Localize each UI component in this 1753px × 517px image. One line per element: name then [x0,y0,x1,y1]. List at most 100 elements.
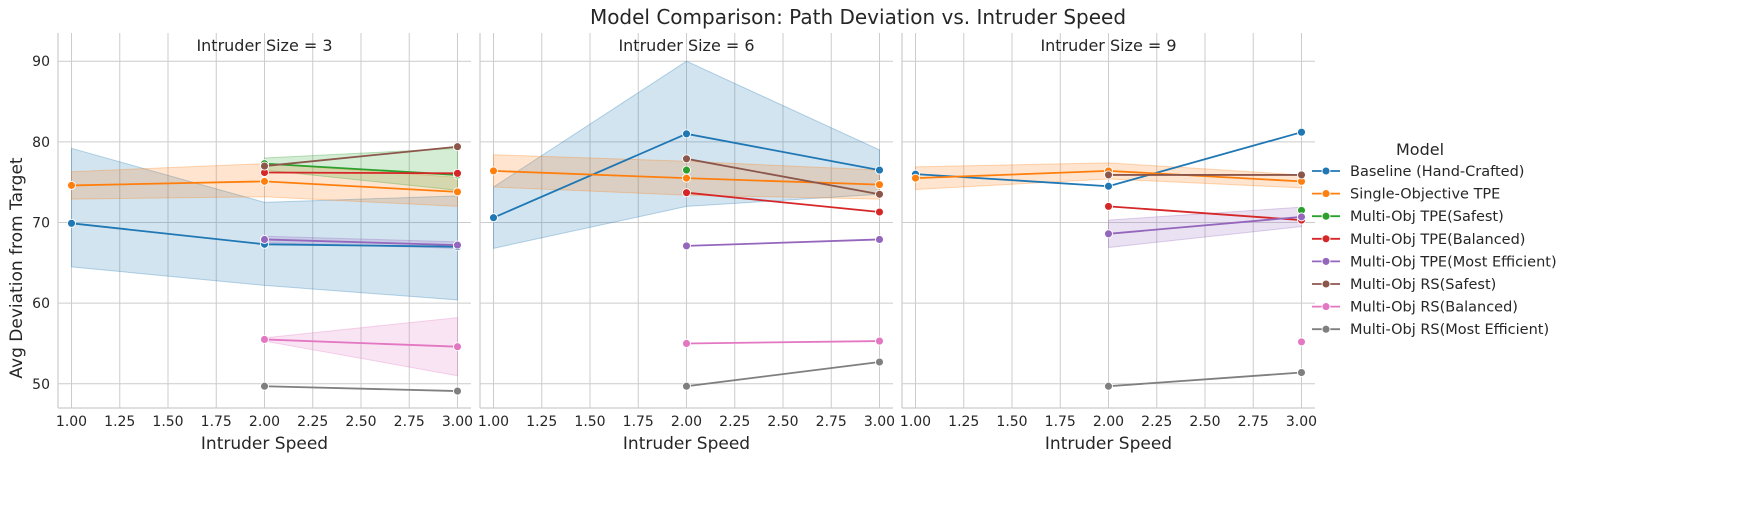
legend-label: Multi-Obj RS(Safest) [1350,277,1496,293]
x-axis-label: Intruder Speed [201,434,328,454]
facet-title: Intruder Size = 3 [196,36,332,55]
legend-label: Multi-Obj TPE(Most Efficient) [1350,254,1557,270]
data-point-baseline-hand-crafted [67,218,76,228]
data-point-multi-obj-tpe-balanced [875,207,884,217]
x-tick-label: 1.00 [900,414,931,430]
series-line-multi-obj-tpe-balanced [264,171,458,175]
series-line-multi-obj-rs-most-efficient [1108,371,1302,388]
legend-marker [1321,302,1331,312]
legend-item-multi-obj-tpe-safest: Multi-Obj TPE(Safest) [1312,209,1504,225]
legend-marker [1321,256,1331,266]
ci-band-baseline-hand-crafted [71,147,458,301]
data-point-baseline-hand-crafted [875,165,884,175]
series-line-multi-obj-rs-safest [686,157,880,196]
series-line-multi-obj-tpe-most-efficient [686,238,880,247]
x-tick-label: 3.00 [864,414,895,430]
series-line-multi-obj-rs-balanced [686,340,880,345]
facet-panels: 1.00 1.25 1.50 1.75 2.00 2.25 2.50 2.75 3.00 50 60… [32,33,1317,454]
data-point-single-objective-tpe [453,187,462,197]
x-tick-label: 1.25 [104,414,135,430]
legend-marker [1321,234,1331,244]
legend-label: Multi-Obj RS(Balanced) [1350,300,1518,316]
x-tick-label: 2.00 [1093,414,1124,430]
data-point-multi-obj-tpe-most-efficient [453,240,462,250]
series-line-multi-obj-rs-most-efficient [686,361,880,388]
x-tick-label: 1.75 [201,414,232,430]
data-point-single-objective-tpe [260,176,269,186]
facet-panel-3: 1.00 1.25 1.50 1.75 2.00 2.25 2.50 2.75 3.00 Intr… [900,33,1317,454]
x-tick-label: 2.75 [816,414,847,430]
legend-label: Baseline (Hand-Crafted) [1350,164,1524,180]
x-tick-label: 1.75 [1045,414,1076,430]
data-point-multi-obj-tpe-most-efficient [260,235,269,244]
legend-label: Single-Objective TPE [1350,187,1500,203]
data-point-single-objective-tpe [911,173,920,183]
x-tick-label: 1.25 [526,414,557,430]
y-tick-label: 60 [32,296,50,312]
data-point-single-objective-tpe [67,180,76,190]
data-point-baseline-hand-crafted [489,213,498,223]
x-tick-label: 2.25 [1141,414,1172,430]
data-point-multi-obj-tpe-most-efficient [875,235,884,244]
data-point-multi-obj-tpe-balanced [453,168,462,178]
data-point-single-objective-tpe [682,173,691,183]
x-tick-label: 2.75 [1238,414,1269,430]
data-point-multi-obj-tpe-balanced [682,188,691,198]
y-tick-label: 70 [32,216,50,232]
data-point-multi-obj-rs-most-efficient [682,381,691,391]
legend-item-multi-obj-tpe-balanced: Multi-Obj TPE(Balanced) [1312,232,1525,248]
legend-item-baseline-hand-crafted: Baseline (Hand-Crafted) [1312,164,1524,180]
legend-marker [1321,166,1331,176]
data-point-baseline-hand-crafted [682,129,691,139]
data-point-multi-obj-rs-most-efficient [453,386,462,396]
series-line-multi-obj-tpe-most-efficient [264,238,458,246]
data-point-multi-obj-rs-balanced [682,339,691,348]
legend-item-multi-obj-rs-most-efficient: Multi-Obj RS(Most Efficient) [1312,322,1549,338]
x-axis-label: Intruder Speed [623,434,750,454]
data-point-multi-obj-rs-safest [1297,170,1306,180]
legend-item-single-objective-tpe: Single-Objective TPE [1312,187,1500,203]
data-point-multi-obj-rs-safest [453,142,462,152]
data-point-multi-obj-rs-safest [875,189,884,199]
legend-item-multi-obj-rs-balanced: Multi-Obj RS(Balanced) [1312,300,1518,316]
data-point-multi-obj-tpe-most-efficient [1297,212,1306,222]
x-tick-label: 2.25 [719,414,750,430]
data-point-multi-obj-rs-most-efficient [260,381,269,391]
legend-marker [1321,211,1331,221]
legend-marker [1321,189,1331,199]
x-tick-label: 1.25 [948,414,979,430]
data-point-multi-obj-rs-balanced [260,335,269,344]
data-point-single-objective-tpe [875,180,884,190]
data-point-baseline-hand-crafted [1297,127,1306,137]
legend-label: Multi-Obj TPE(Balanced) [1350,232,1525,248]
series-line-multi-obj-rs-balanced [264,338,458,348]
data-point-multi-obj-tpe-most-efficient [682,241,691,251]
data-point-multi-obj-tpe-most-efficient [1104,229,1113,239]
data-point-multi-obj-rs-safest [1104,170,1113,180]
y-axis-label: Avg Deviation from Target [7,157,27,379]
facet-panel-2: 1.00 1.25 1.50 1.75 2.00 2.25 2.50 2.75 3.00 Intr… [478,33,895,454]
x-tick-label: 2.50 [767,414,798,430]
x-tick-label: 1.75 [623,414,654,430]
x-tick-label: 2.25 [297,414,328,430]
data-point-multi-obj-rs-most-efficient [875,357,884,367]
x-tick-label: 2.50 [1189,414,1220,430]
data-point-multi-obj-rs-balanced [453,342,462,352]
legend-title: Model [1396,140,1444,159]
x-tick-label: 1.50 [996,414,1027,430]
y-tick-label: 90 [32,54,50,70]
x-tick-label: 3.00 [1286,414,1317,430]
series-line-multi-obj-rs-most-efficient [264,385,458,392]
data-point-multi-obj-rs-safest [260,161,269,171]
x-tick-label: 1.50 [574,414,605,430]
legend-item-multi-obj-tpe-most-efficient: Multi-Obj TPE(Most Efficient) [1312,254,1557,270]
data-point-multi-obj-rs-most-efficient [1104,381,1113,391]
data-point-multi-obj-rs-balanced [875,336,884,346]
data-point-multi-obj-rs-most-efficient [1297,368,1306,377]
chart-title: Model Comparison: Path Deviation vs. Int… [590,5,1126,29]
data-point-multi-obj-rs-balanced [1297,337,1306,347]
y-tick-label: 50 [32,377,50,393]
data-point-multi-obj-tpe-safest [682,165,691,175]
legend-item-multi-obj-rs-safest: Multi-Obj RS(Safest) [1312,277,1496,293]
